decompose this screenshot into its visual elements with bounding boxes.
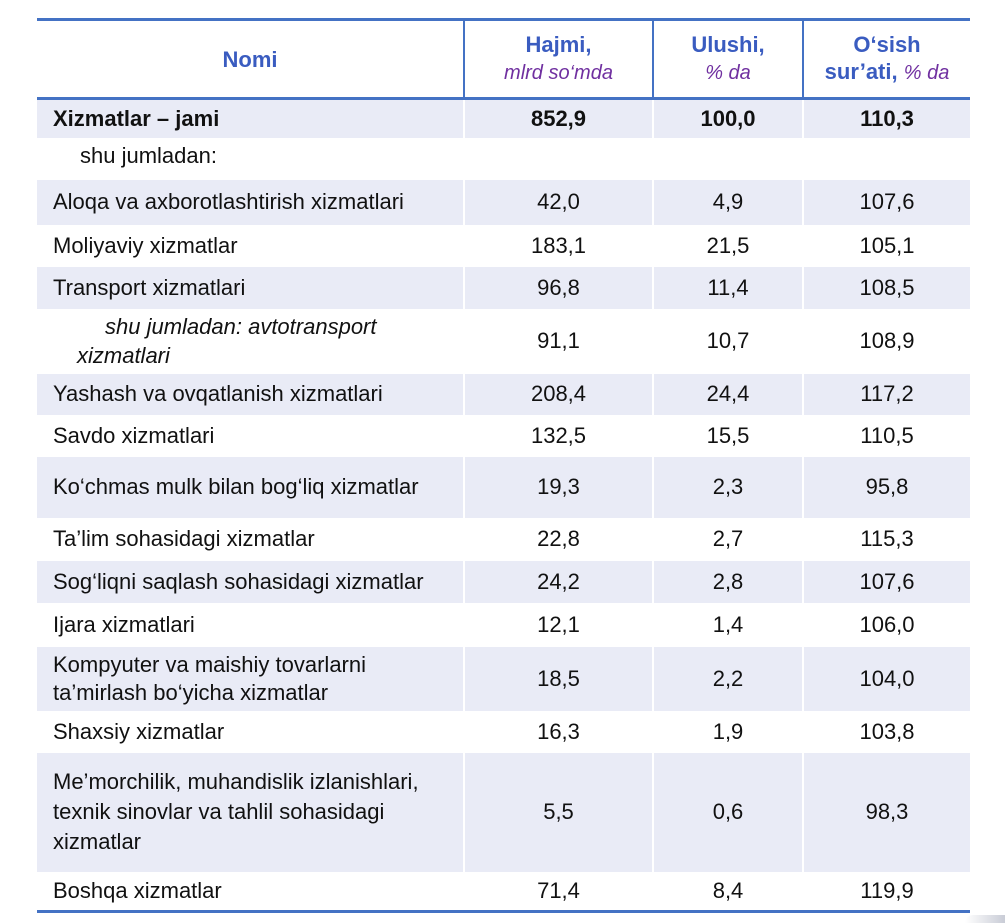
table-row: Moliyaviy xizmatlar 183,1 21,5 105,1: [37, 224, 970, 267]
table-row: Me’morchilik, muhandislik izlanishlari, …: [37, 752, 970, 872]
row-name-line1: shu jumladan: avtotransport: [105, 314, 377, 339]
row-name: Transport xizmatlari: [53, 274, 246, 300]
table-row-total: Xizmatlar – jami 852,9 100,0 110,3: [37, 98, 970, 138]
row-growth: 119,9: [802, 871, 970, 913]
row-share: 24,4: [652, 373, 803, 415]
row-name-line2: texnik sinovlar va tahlil sohasidagi: [53, 799, 385, 824]
row-share: [652, 137, 803, 180]
row-growth: 107,6: [802, 560, 970, 603]
row-share: 1,4: [652, 602, 803, 647]
row-name-line1: Me’morchilik, muhandislik izlanishlari,: [53, 769, 419, 794]
row-growth: 108,5: [802, 266, 970, 309]
row-growth: 95,8: [802, 456, 970, 518]
row-share: 2,7: [652, 517, 803, 561]
table-row-subheading: shu jumladan:: [37, 137, 970, 180]
row-growth: [802, 137, 970, 180]
row-volume: 208,4: [463, 373, 653, 415]
row-volume: 71,4: [463, 871, 653, 913]
row-volume: [463, 137, 653, 180]
table-row: Ijara xizmatlari 12,1 1,4 106,0: [37, 602, 970, 647]
table-row: Savdo xizmatlari 132,5 15,5 110,5: [37, 414, 970, 457]
row-name: Sog‘liqni saqlash sohasidagi xizmatlar: [53, 568, 424, 594]
header-volume: Hajmi, mlrd so‘mda: [463, 18, 653, 100]
services-table: Nomi Hajmi, mlrd so‘mda Ulushi, % da O‘s…: [37, 18, 970, 913]
row-name: Shaxsiy xizmatlar: [53, 718, 225, 744]
row-name: Xizmatlar – jami: [53, 105, 220, 131]
row-share: 2,8: [652, 560, 803, 603]
page-curl-decoration: [965, 915, 1005, 923]
row-share: 11,4: [652, 266, 803, 309]
header-share: Ulushi, % da: [652, 18, 803, 100]
row-growth: 110,3: [802, 98, 970, 138]
row-volume: 96,8: [463, 266, 653, 309]
row-name: Moliyaviy xizmatlar: [53, 232, 238, 258]
table-row: Ko‘chmas mulk bilan bog‘liq xizmatlar 19…: [37, 456, 970, 518]
row-share: 2,2: [652, 646, 803, 711]
row-name: shu jumladan:: [80, 142, 217, 168]
row-share: 2,3: [652, 456, 803, 518]
table-row: Sog‘liqni saqlash sohasidagi xizmatlar 2…: [37, 560, 970, 603]
row-name: Ta’lim sohasidagi xizmatlar: [53, 526, 315, 551]
table-row: Ta’lim sohasidagi xizmatlar 22,8 2,7 115…: [37, 517, 970, 561]
row-growth: 108,9: [802, 308, 970, 374]
table-row: Yashash va ovqatlanish xizmatlari 208,4 …: [37, 373, 970, 415]
row-name: Savdo xizmatlari: [53, 422, 215, 448]
row-name: Me’morchilik, muhandislik izlanishlari, …: [37, 753, 464, 872]
header-growth: O‘sish sur’ati, % da: [802, 18, 970, 100]
table-row: Transport xizmatlari 96,8 11,4 108,5: [37, 266, 970, 309]
row-share: 0,6: [652, 752, 803, 872]
row-volume: 16,3: [463, 710, 653, 753]
row-volume: 18,5: [463, 646, 653, 711]
header-row: Nomi Hajmi, mlrd so‘mda Ulushi, % da O‘s…: [37, 18, 970, 100]
row-share: 100,0: [652, 98, 803, 138]
row-name-line3: xizmatlar: [53, 829, 142, 854]
row-growth: 105,1: [802, 224, 970, 267]
row-volume: 42,0: [463, 179, 653, 225]
row-share: 10,7: [652, 308, 803, 374]
table-row: Kompyuter va maishiy tovarlarni ta’mirla…: [37, 646, 970, 711]
row-growth: 106,0: [802, 602, 970, 647]
row-growth: 104,0: [802, 646, 970, 711]
row-volume: 91,1: [463, 308, 653, 374]
row-name: Ko‘chmas mulk bilan bog‘liq xizmatlar: [53, 474, 419, 499]
row-growth: 117,2: [802, 373, 970, 415]
header-name: Nomi: [37, 18, 464, 100]
row-share: 15,5: [652, 414, 803, 457]
row-volume: 132,5: [463, 414, 653, 457]
row-name: Kompyuter va maishiy tovarlarni ta’mirla…: [37, 647, 464, 711]
row-growth: 98,3: [802, 752, 970, 872]
row-volume: 852,9: [463, 98, 653, 138]
table-row: Boshqa xizmatlar 71,4 8,4 119,9: [37, 871, 970, 913]
row-name: shu jumladan: avtotransport xizmatlari: [37, 309, 464, 374]
table-row: Aloqa va axborotlashtirish xizmatlari 42…: [37, 179, 970, 225]
row-name: Aloqa va axborotlashtirish xizmatlari: [53, 189, 404, 214]
row-growth: 107,6: [802, 179, 970, 225]
row-name: Yashash va ovqatlanish xizmatlari: [53, 381, 383, 406]
row-volume: 24,2: [463, 560, 653, 603]
table-row: Shaxsiy xizmatlar 16,3 1,9 103,8: [37, 710, 970, 753]
row-name: Ijara xizmatlari: [53, 611, 195, 637]
row-volume: 22,8: [463, 517, 653, 561]
row-share: 21,5: [652, 224, 803, 267]
row-growth: 115,3: [802, 517, 970, 561]
row-name-line2: xizmatlari: [77, 343, 170, 368]
row-name-line1: Kompyuter va maishiy tovarlarni: [53, 651, 367, 677]
row-volume: 12,1: [463, 602, 653, 647]
row-share: 8,4: [652, 871, 803, 913]
row-growth: 103,8: [802, 710, 970, 753]
row-volume: 5,5: [463, 752, 653, 872]
row-share: 1,9: [652, 710, 803, 753]
row-volume: 183,1: [463, 224, 653, 267]
row-name: Boshqa xizmatlar: [37, 871, 464, 913]
row-name-line2: ta’mirlash bo‘yicha xizmatlar: [53, 679, 329, 705]
table-row: shu jumladan: avtotransport xizmatlari 9…: [37, 308, 970, 374]
row-volume: 19,3: [463, 456, 653, 518]
row-share: 4,9: [652, 179, 803, 225]
row-growth: 110,5: [802, 414, 970, 457]
